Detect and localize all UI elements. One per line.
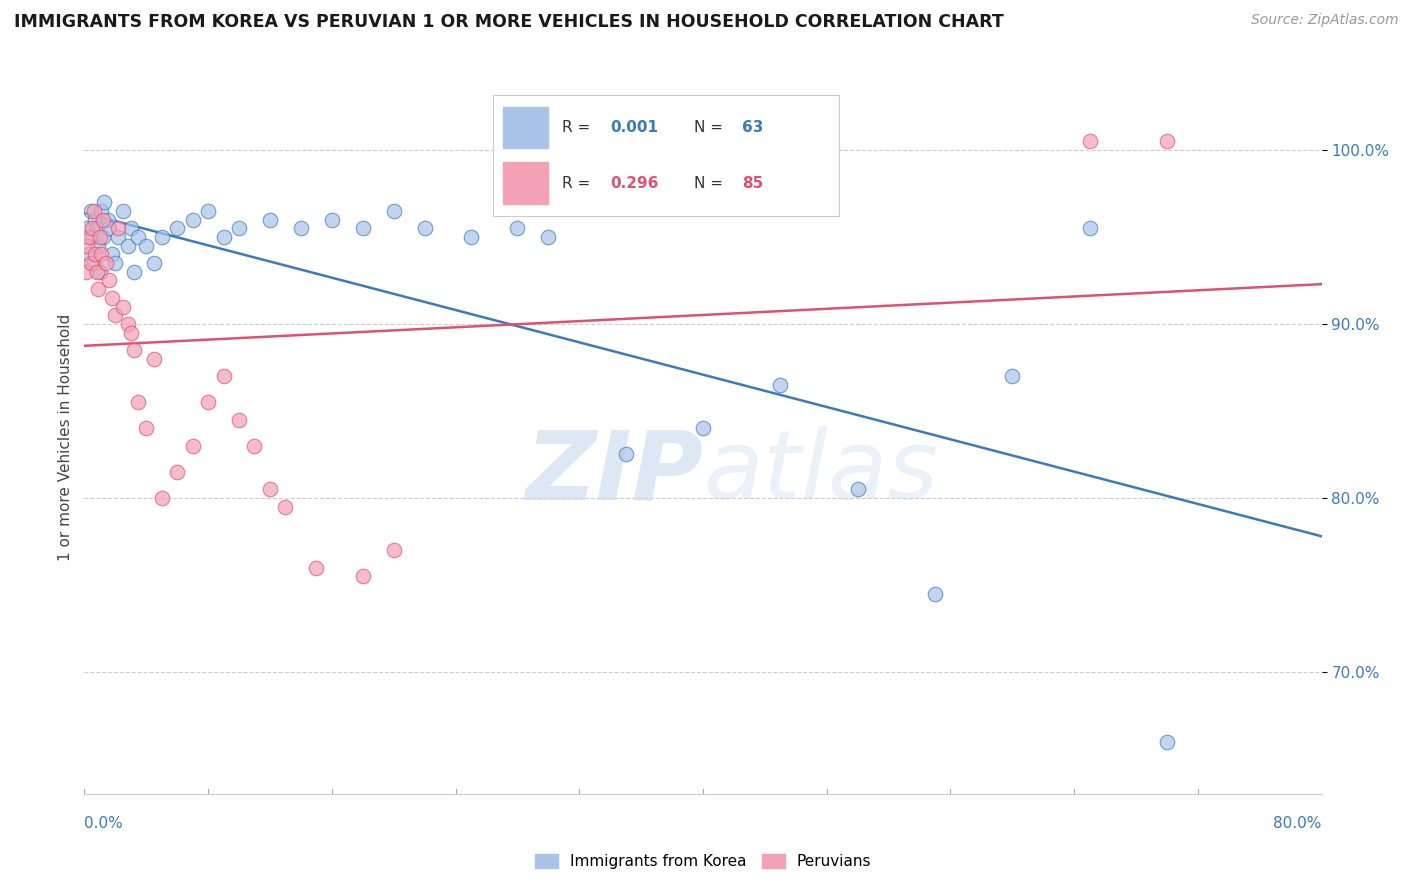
Point xyxy=(769,377,792,392)
Point xyxy=(135,421,157,435)
Point xyxy=(846,483,869,497)
Point xyxy=(101,291,124,305)
Text: Source: ZipAtlas.com: Source: ZipAtlas.com xyxy=(1251,13,1399,28)
Point xyxy=(305,560,328,574)
Text: atlas: atlas xyxy=(703,426,938,519)
Text: 0.0%: 0.0% xyxy=(84,816,124,831)
Point xyxy=(112,203,135,218)
Point xyxy=(1156,734,1178,748)
Point xyxy=(228,412,250,426)
Point xyxy=(117,317,139,331)
Point xyxy=(924,587,946,601)
Point xyxy=(212,230,235,244)
Point xyxy=(243,439,266,453)
Point xyxy=(506,221,529,235)
Legend: Immigrants from Korea, Peruvians: Immigrants from Korea, Peruvians xyxy=(529,848,877,875)
Point xyxy=(259,483,281,497)
Point xyxy=(82,221,104,235)
Point xyxy=(352,569,374,583)
Point xyxy=(122,265,145,279)
Point xyxy=(150,230,173,244)
Point xyxy=(90,203,112,218)
Point xyxy=(104,256,127,270)
Point xyxy=(86,265,108,279)
Point xyxy=(84,247,107,261)
Point xyxy=(87,282,110,296)
Text: IMMIGRANTS FROM KOREA VS PERUVIAN 1 OR MORE VEHICLES IN HOUSEHOLD CORRELATION CH: IMMIGRANTS FROM KOREA VS PERUVIAN 1 OR M… xyxy=(14,13,1004,31)
Point xyxy=(197,203,219,218)
Point xyxy=(274,500,297,514)
Point xyxy=(537,230,560,244)
Point xyxy=(1078,134,1101,148)
Point xyxy=(460,230,482,244)
Point xyxy=(79,256,101,270)
Point xyxy=(91,212,114,227)
Point xyxy=(181,212,204,227)
Point xyxy=(98,273,121,287)
Point xyxy=(75,265,97,279)
Point xyxy=(382,543,405,558)
Point xyxy=(228,221,250,235)
Point xyxy=(83,256,105,270)
Y-axis label: 1 or more Vehicles in Household: 1 or more Vehicles in Household xyxy=(58,313,73,561)
Point xyxy=(290,221,312,235)
Point xyxy=(93,195,115,210)
Point xyxy=(150,491,173,505)
Point xyxy=(107,230,129,244)
Point xyxy=(143,351,166,366)
Point xyxy=(117,238,139,252)
Point xyxy=(382,203,405,218)
Point xyxy=(83,203,105,218)
Point xyxy=(212,369,235,384)
Point xyxy=(181,439,204,453)
Point xyxy=(413,221,436,235)
Point xyxy=(89,230,111,244)
Point xyxy=(76,221,98,235)
Point xyxy=(94,256,117,270)
Point xyxy=(96,212,118,227)
Point xyxy=(86,221,108,235)
Point xyxy=(84,212,107,227)
Point xyxy=(692,421,714,435)
Point xyxy=(112,300,135,314)
Point xyxy=(104,308,127,322)
Point xyxy=(82,230,104,244)
Point xyxy=(614,448,637,462)
Point xyxy=(122,343,145,357)
Point xyxy=(1001,369,1024,384)
Point xyxy=(98,221,121,235)
Point xyxy=(127,395,149,409)
Point xyxy=(135,238,157,252)
Point xyxy=(259,212,281,227)
Point xyxy=(101,247,124,261)
Point xyxy=(107,221,129,235)
Point xyxy=(143,256,166,270)
Point xyxy=(1078,221,1101,235)
Point xyxy=(321,212,343,227)
Text: 80.0%: 80.0% xyxy=(1274,816,1322,831)
Point xyxy=(87,238,110,252)
Point xyxy=(90,247,112,261)
Point xyxy=(166,465,188,479)
Point xyxy=(120,326,142,340)
Point xyxy=(77,247,100,261)
Point xyxy=(166,221,188,235)
Point xyxy=(352,221,374,235)
Point xyxy=(197,395,219,409)
Point xyxy=(77,230,100,244)
Point xyxy=(79,203,101,218)
Point xyxy=(91,230,114,244)
Point xyxy=(120,221,142,235)
Point xyxy=(1156,134,1178,148)
Text: ZIP: ZIP xyxy=(524,426,703,519)
Point xyxy=(127,230,149,244)
Point xyxy=(76,238,98,252)
Point xyxy=(89,265,111,279)
